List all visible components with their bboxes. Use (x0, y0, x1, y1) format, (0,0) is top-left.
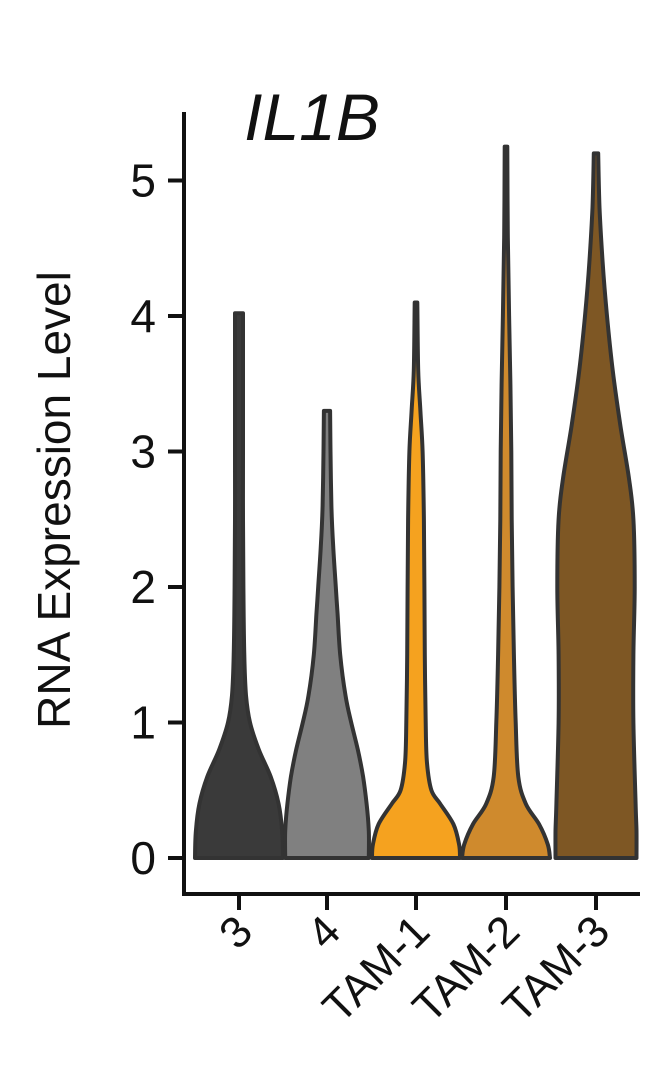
y-axis-label: RNA Expression Level (28, 271, 80, 729)
x-tick-label: 4 (298, 906, 350, 958)
y-tick-label: 4 (130, 290, 156, 342)
y-tick-label: 2 (130, 561, 156, 613)
violin-tam-2 (460, 144, 552, 860)
y-tick-label: 1 (130, 697, 156, 749)
violin-group (193, 144, 639, 860)
chart-title: IL1B (244, 80, 380, 154)
y-axis-ticks: 0 1 2 3 4 5 (130, 155, 184, 884)
y-tick-label: 3 (130, 426, 156, 478)
x-tick-label: 3 (210, 906, 262, 958)
y-tick-label: 0 (130, 832, 156, 884)
violin-tam-1 (370, 300, 462, 860)
y-tick-label: 5 (130, 155, 156, 207)
violin-tam-3 (553, 151, 639, 860)
violin-3 (193, 311, 285, 860)
violin-4 (283, 408, 371, 860)
